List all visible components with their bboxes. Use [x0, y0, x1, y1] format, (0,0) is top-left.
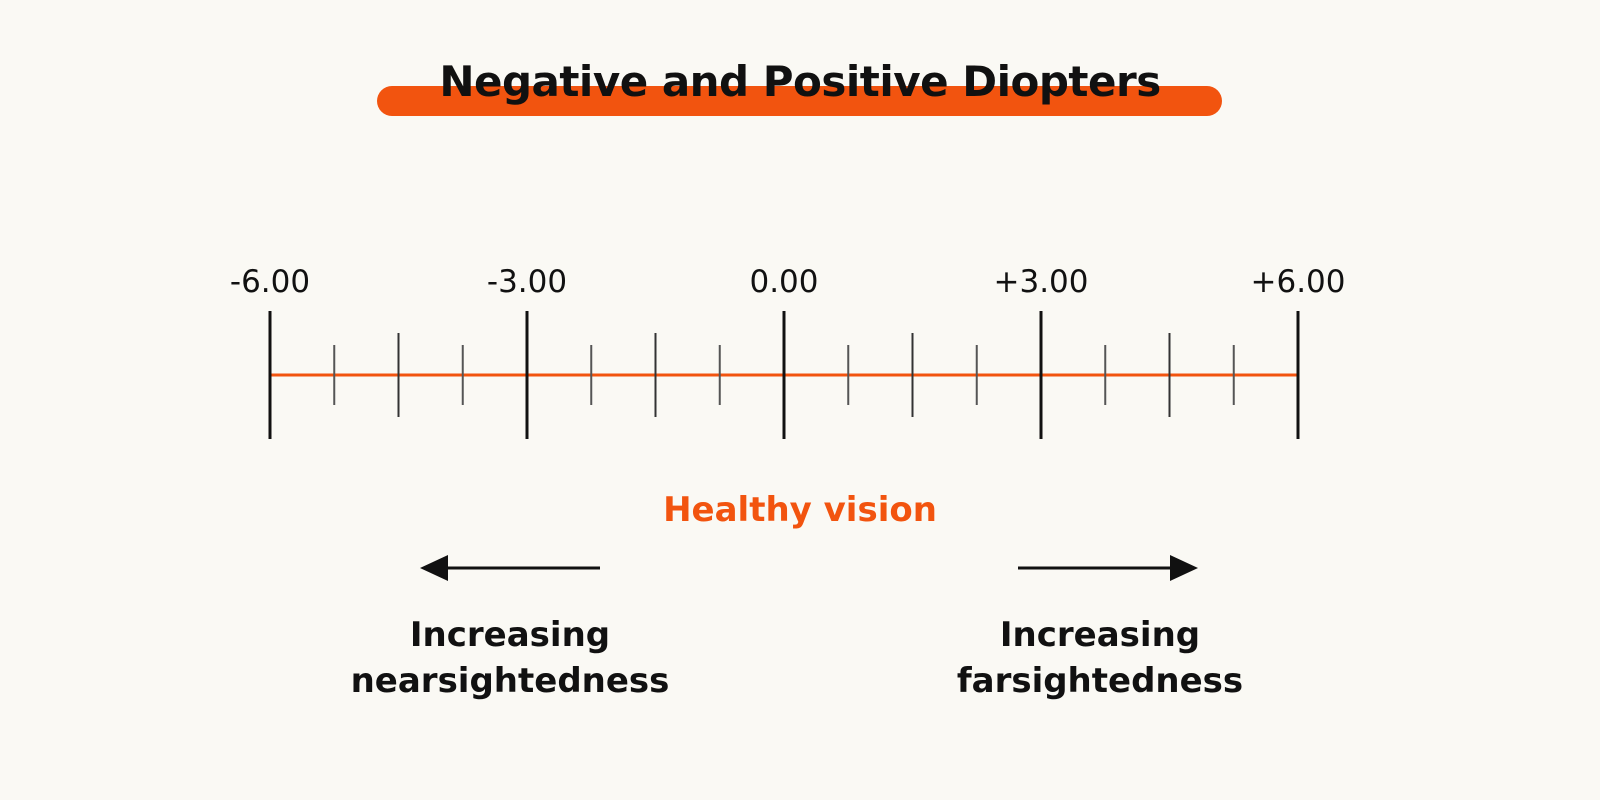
scale-label-zero: 0.00 — [749, 264, 819, 300]
arrow-left-icon — [420, 555, 600, 581]
arrow-right-icon — [1018, 555, 1198, 581]
title-highlight-bar — [377, 86, 1222, 116]
healthy-vision-label: Healthy vision — [663, 490, 937, 530]
nearsightedness-label-line2: nearsightedness — [350, 661, 670, 701]
farsightedness-label-line1: Increasing — [999, 615, 1201, 655]
scale-ticks — [268, 311, 1300, 439]
scale-label-minus-3: -3.00 — [486, 264, 568, 300]
scale-label-minus-6: -6.00 — [229, 264, 311, 300]
nearsightedness-label: Increasing nearsightedness — [300, 612, 720, 704]
scale-label-plus-6: +6.00 — [1250, 264, 1346, 300]
farsightedness-label: Increasing farsightedness — [890, 612, 1310, 704]
farsightedness-label-line2: farsightedness — [956, 661, 1244, 701]
page-title: Negative and Positive Diopters — [439, 57, 1161, 106]
scale-label-plus-3: +3.00 — [993, 264, 1089, 300]
nearsightedness-label-line1: Increasing — [409, 615, 611, 655]
